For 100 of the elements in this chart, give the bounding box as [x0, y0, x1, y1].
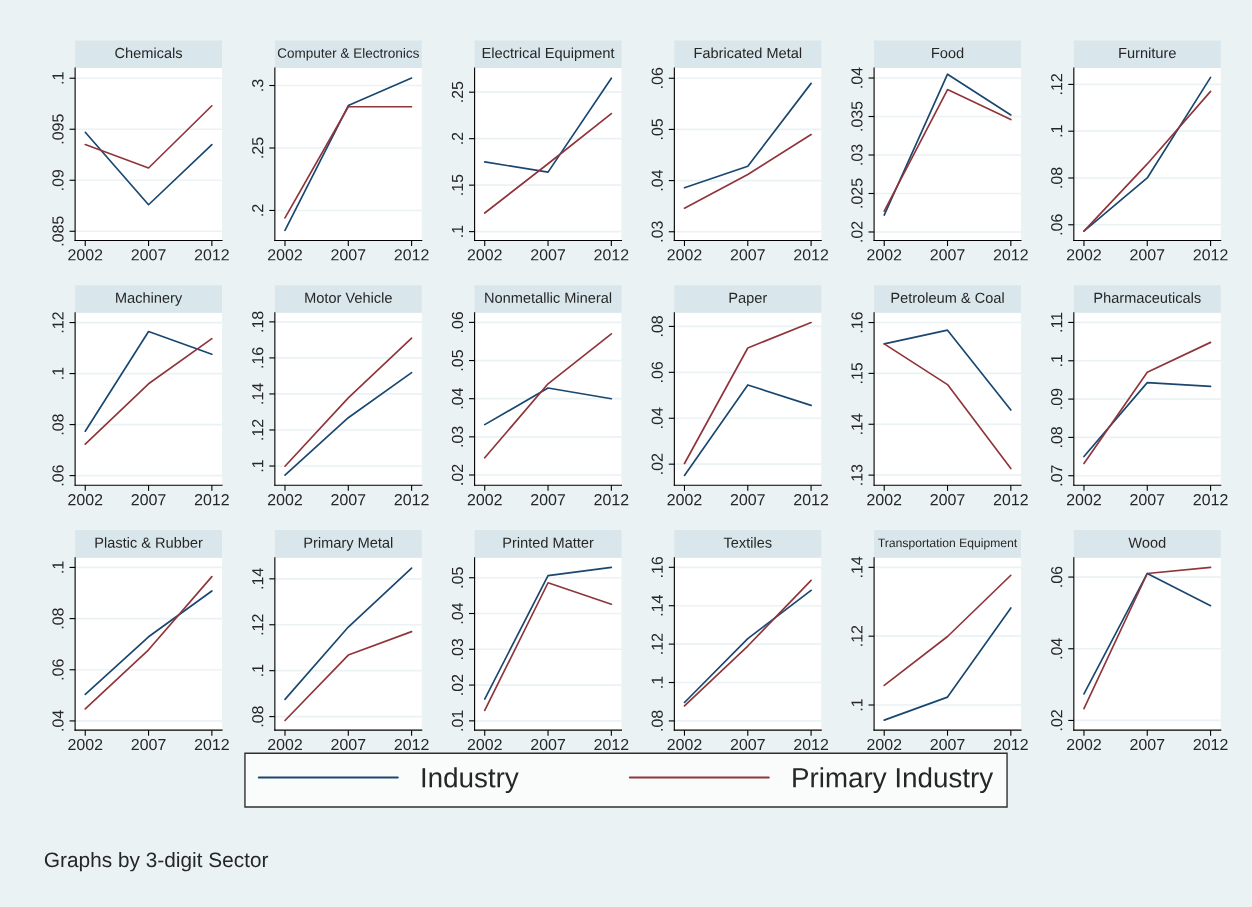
x-tick-label: 2007 [730, 249, 765, 261]
y-tick-label: .035 [851, 101, 863, 131]
y-tick-label: .13 [851, 464, 863, 485]
chart-title: Electrical Equipment [482, 47, 615, 62]
chart-title: Pharmaceuticals [1094, 292, 1201, 303]
y-tick-label: .12 [252, 419, 264, 440]
x-tick-label: 2007 [1130, 494, 1165, 506]
y-tick-label: .14 [651, 595, 663, 616]
chart-title: Computer & Electronics [277, 47, 419, 61]
y-tick-label: .04 [451, 602, 464, 624]
y-tick-label: .1 [851, 699, 863, 711]
x-tick-label: 2002 [867, 738, 902, 751]
y-tick-label: .02 [451, 674, 464, 695]
y-tick-label: .14 [252, 568, 264, 589]
y-tick-label: .08 [252, 706, 264, 727]
chart-title: Printed Matter [503, 537, 594, 548]
x-tick-label: 2007 [531, 738, 565, 751]
x-tick-label: 2012 [993, 249, 1028, 261]
x-tick-label: 2002 [667, 249, 702, 261]
x-tick-label: 2012 [394, 494, 429, 506]
chart-title: Textiles [723, 537, 772, 548]
y-tick-label: .14 [851, 556, 863, 577]
chart-title: Petroleum & Coal [891, 292, 1004, 303]
y-tick-label: .02 [851, 221, 863, 242]
y-tick-label: .08 [651, 710, 663, 731]
x-tick-label: 2007 [531, 249, 565, 261]
y-tick-label: .04 [451, 388, 464, 409]
y-tick-label: .03 [851, 144, 863, 165]
text: Graphs by 3-digit Sector [44, 851, 269, 872]
y-tick-label: .05 [451, 350, 464, 371]
x-tick-label: 2007 [930, 738, 965, 751]
y-tick-label: .12 [252, 614, 264, 635]
x-tick-label: 2002 [268, 738, 302, 751]
chart-title: Motor Vehicle [305, 292, 392, 303]
x-tick-label: 2002 [867, 249, 902, 261]
x-tick-label: 2012 [394, 738, 429, 751]
x-tick-label: 2012 [1193, 738, 1228, 751]
y-tick-label: .12 [52, 312, 64, 333]
y-tick-label: .11 [1051, 312, 1063, 332]
chart-title: Machinery [116, 292, 183, 306]
y-tick-label: .04 [851, 67, 863, 88]
x-tick-label: 2007 [531, 494, 565, 506]
y-tick-label: .03 [451, 638, 464, 659]
x-tick-label: 2012 [194, 494, 229, 506]
y-tick-label: .085 [52, 216, 64, 246]
y-tick-label: .2 [252, 204, 264, 216]
x-tick-label: 2012 [1193, 249, 1228, 261]
y-tick-label: .06 [52, 465, 64, 486]
chart-title: Plastic & Rubber [95, 537, 203, 548]
y-tick-label: .25 [451, 81, 464, 102]
x-tick-label: 2007 [930, 494, 965, 506]
y-tick-label: .1 [651, 676, 663, 688]
y-tick-label: .095 [52, 114, 64, 144]
y-tick-label: .08 [1051, 426, 1063, 448]
y-tick-label: .01 [451, 710, 464, 731]
x-tick-label: 2007 [1130, 738, 1165, 751]
x-tick-label: 2007 [730, 494, 765, 506]
x-tick-label: 2007 [331, 494, 366, 506]
x-tick-label: 2012 [794, 249, 829, 261]
chart-title: Nonmetallic Mineral [485, 292, 612, 303]
y-tick-label: .12 [651, 633, 663, 654]
legend-label: Primary Industry [793, 767, 994, 794]
chart-title: Wood [1128, 537, 1166, 548]
y-tick-label: .1 [1051, 125, 1063, 137]
y-tick-label: .15 [451, 174, 464, 195]
y-tick-label: .02 [651, 453, 663, 474]
y-tick-label: .1 [1051, 354, 1063, 366]
x-tick-label: 2002 [667, 494, 702, 506]
y-tick-label: .03 [651, 221, 663, 242]
y-tick-label: .08 [651, 316, 663, 337]
x-tick-label: 2012 [194, 738, 229, 751]
x-tick-label: 2002 [467, 249, 502, 261]
y-tick-label: .08 [1051, 167, 1063, 188]
y-tick-label: .2 [451, 132, 463, 144]
x-tick-label: 2002 [667, 738, 702, 751]
chart-title: Chemicals [115, 47, 183, 59]
y-tick-label: .09 [52, 169, 64, 190]
chart-title: Transportation Equipment [878, 538, 1018, 550]
y-tick-label: .14 [252, 383, 264, 404]
y-tick-label: .1 [52, 72, 64, 84]
y-tick-label: .02 [451, 464, 464, 485]
y-tick-label: .08 [52, 608, 64, 629]
y-tick-label: .06 [651, 361, 663, 382]
x-tick-label: 2002 [68, 494, 103, 506]
y-tick-label: .04 [651, 407, 663, 428]
y-tick-label: .14 [851, 413, 863, 434]
chart-title: Fabricated Metal [694, 47, 802, 59]
x-tick-label: 2002 [1067, 738, 1101, 751]
chart-title: Primary Metal [304, 537, 393, 551]
x-tick-label: 2012 [594, 738, 629, 751]
y-tick-label: .1 [52, 561, 64, 573]
x-tick-label: 2007 [331, 738, 366, 751]
y-tick-label: .07 [1051, 465, 1063, 486]
y-tick-label: .05 [651, 118, 663, 140]
y-tick-label: .16 [651, 556, 663, 577]
y-tick-label: .02 [1051, 710, 1063, 731]
x-tick-label: 2012 [594, 249, 629, 261]
x-tick-label: 2002 [268, 494, 302, 506]
y-tick-label: .06 [1051, 214, 1063, 235]
y-tick-label: .04 [651, 169, 663, 191]
